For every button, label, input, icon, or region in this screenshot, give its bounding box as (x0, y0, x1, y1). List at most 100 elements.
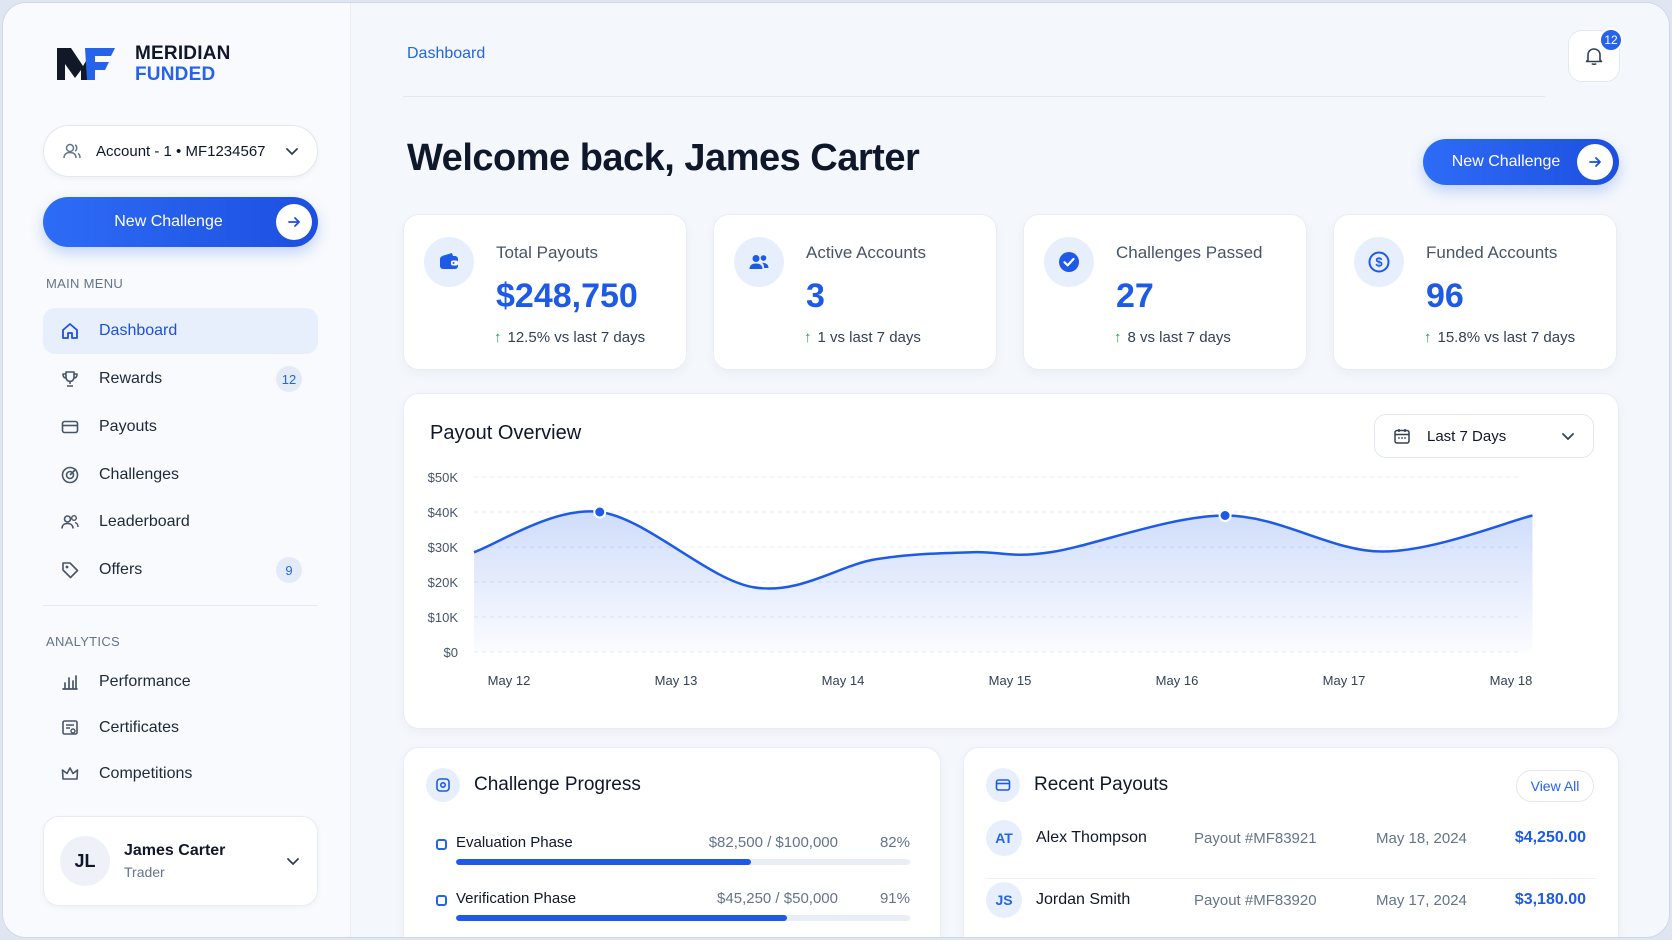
account-label: Account - 1 • MF1234567 (96, 142, 266, 160)
payout-name: Alex Thompson (1036, 829, 1147, 846)
y-tick-label: $10K (428, 610, 459, 625)
phase-percent: 82% (879, 834, 910, 851)
date-range-select[interactable]: Last 7 Days (1374, 414, 1594, 458)
user-profile-card[interactable]: JL James Carter Trader (43, 816, 318, 906)
stat-value: 27 (1116, 277, 1154, 315)
calendar-icon (1394, 429, 1410, 444)
x-tick-label: May 16 (1156, 673, 1199, 688)
header-divider (403, 96, 1545, 97)
sidebar-item-rewards[interactable]: Rewards 12 (43, 356, 318, 402)
recent-payouts-card: Recent Payouts View All AT Alex Thompson… (963, 747, 1619, 937)
new-challenge-button[interactable]: New Challenge (1423, 139, 1619, 185)
sidebar-item-label: Performance (99, 673, 191, 690)
sidebar-new-challenge-button[interactable]: New Challenge (43, 197, 318, 247)
progress-row-verification[interactable]: Verification Phase $45,250 / $50,000 91% (436, 886, 910, 926)
target-icon (59, 464, 81, 486)
avatar: AT (986, 820, 1022, 856)
phase-marker-icon (436, 895, 447, 906)
sidebar-item-label: Certificates (99, 719, 180, 736)
dollar-circle-icon: $ (1354, 237, 1404, 287)
account-select[interactable]: Account - 1 • MF1234567 (43, 125, 318, 177)
sidebar-item-offers[interactable]: Offers 9 (43, 547, 318, 593)
phase-percent: 91% (879, 890, 910, 907)
brand-line-1: MERIDIAN (135, 43, 231, 64)
avatar: JL (60, 836, 110, 886)
stat-delta: ↑ 15.8% vs last 7 days (1424, 329, 1575, 346)
stat-card-total-payouts: Total Payouts $248,750 ↑ 12.5% vs last 7 … (403, 214, 687, 370)
stat-title: Total Payouts (496, 243, 599, 262)
chevron-down-icon (286, 148, 298, 156)
people-icon (734, 237, 784, 287)
user-name: James Carter (124, 842, 226, 859)
new-challenge-label: New Challenge (114, 213, 223, 230)
table-row[interactable]: JS Jordan Smith Payout #MF83920 May 17, … (986, 878, 1596, 922)
sidebar-item-label: Offers (99, 561, 143, 578)
arrow-up-icon: ↑ (1424, 329, 1432, 346)
sidebar-item-leaderboard[interactable]: Leaderboard (43, 499, 318, 545)
bar-chart-icon (59, 671, 81, 693)
stat-value: $248,750 (496, 277, 638, 315)
sidebar-item-certificates[interactable]: Certificates (43, 705, 318, 751)
stat-title: Challenges Passed (1116, 243, 1263, 262)
progress-target-icon (426, 768, 460, 802)
progress-fill (456, 859, 752, 865)
payout-id: Payout #MF83921 (1194, 829, 1317, 847)
row-divider (986, 878, 1596, 879)
progress-fill (456, 915, 788, 921)
card-title: Challenge Progress (474, 774, 641, 795)
sidebar-item-performance[interactable]: Performance (43, 659, 318, 705)
chart-point (593, 505, 607, 519)
payout-name: Jordan Smith (1036, 891, 1131, 908)
stat-delta-text: 8 vs last 7 days (1127, 329, 1231, 346)
progress-row-evaluation[interactable]: Evaluation Phase $82,500 / $100,000 82% (436, 830, 910, 870)
sidebar-item-label: Payouts (99, 418, 157, 435)
x-tick-label: May 15 (989, 673, 1032, 688)
breadcrumb[interactable]: Dashboard (407, 45, 486, 62)
tag-icon (59, 559, 81, 581)
phase-name: Evaluation Phase (456, 834, 573, 851)
main-menu-title: MAIN MENU (46, 276, 124, 291)
stat-title: Active Accounts (806, 243, 927, 262)
stat-card-active-accounts: Active Accounts 3 ↑ 1 vs last 7 days (713, 214, 997, 370)
new-challenge-label: New Challenge (1451, 153, 1561, 170)
wallet-icon (424, 237, 474, 287)
sidebar-item-competitions[interactable]: Competitions (43, 751, 318, 797)
sidebar-item-label: Challenges (99, 466, 180, 483)
sidebar-item-dashboard[interactable]: Dashboard (43, 308, 318, 354)
phase-name: Verification Phase (456, 890, 577, 907)
stat-value: 3 (806, 277, 825, 315)
y-tick-label: $50K (428, 470, 459, 485)
chevron-down-icon (1562, 433, 1574, 441)
payout-amount: $3,180.00 (1514, 891, 1586, 908)
sidebar-item-label: Dashboard (99, 322, 178, 339)
y-tick-label: $20K (428, 575, 459, 590)
bell-icon (1585, 48, 1603, 66)
brand-logo[interactable]: MERIDIAN FUNDED (55, 43, 231, 85)
x-tick-label: May 18 (1490, 673, 1533, 688)
users-icon (59, 511, 81, 533)
payout-date: May 17, 2024 (1376, 891, 1467, 909)
view-all-button[interactable]: View All (1516, 770, 1594, 802)
y-tick-label: $0 (444, 645, 458, 660)
sidebar-item-label: Competitions (99, 765, 193, 782)
x-tick-label: May 17 (1323, 673, 1366, 688)
payout-amount: $4,250.00 (1514, 829, 1586, 846)
arrow-right-icon (1577, 144, 1613, 180)
sidebar-item-challenges[interactable]: Challenges (43, 452, 318, 498)
payout-chart: $0 $10K $20K $30K $40K $50K May 12 May 13 May 1… (428, 470, 1533, 688)
chart-title: Payout Overview (430, 422, 582, 444)
phase-amount: $45,250 / $50,000 (717, 890, 838, 907)
payout-date: May 18, 2024 (1376, 829, 1467, 847)
challenge-progress-card: Challenge Progress Evaluation Phase $82,… (403, 747, 941, 937)
phase-marker-icon (436, 839, 447, 850)
arrow-up-icon: ↑ (494, 329, 502, 346)
stat-delta-text: 12.5% vs last 7 days (507, 329, 646, 346)
x-tick-label: May 12 (488, 673, 531, 688)
sidebar-item-payouts[interactable]: Payouts (43, 404, 318, 450)
table-row[interactable]: AT Alex Thompson Payout #MF83921 May 18,… (986, 816, 1596, 860)
notification-count-badge: 12 (1599, 28, 1623, 52)
home-icon (59, 320, 81, 342)
offers-badge: 9 (276, 557, 302, 583)
sidebar-divider (43, 605, 318, 606)
